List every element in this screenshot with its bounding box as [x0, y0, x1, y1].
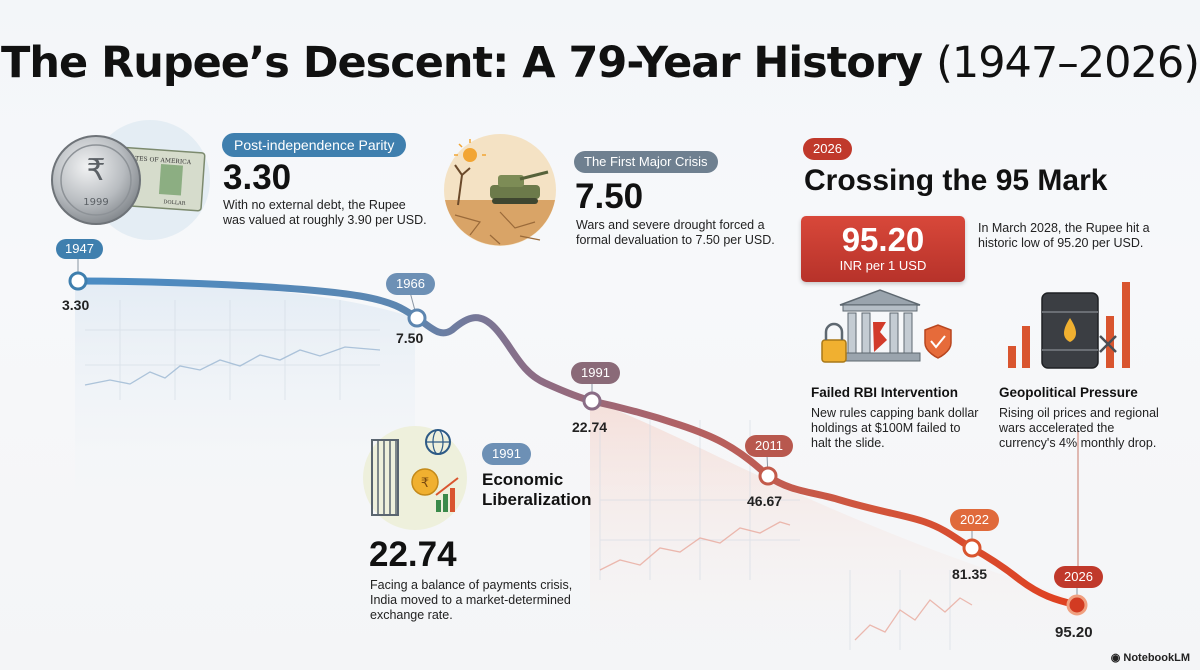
oil-barrel-illustration	[1008, 282, 1130, 369]
latest-value-box: 95.20 INR per 1 USD	[801, 216, 965, 282]
area-blue	[75, 282, 415, 520]
point-markers	[68, 271, 1088, 616]
rbi-desc: New rules capping bank dollar holdings a…	[811, 406, 978, 451]
brand-icon: ◉	[1110, 652, 1124, 664]
geo-desc-line3: currency's 4% monthly drop.	[999, 436, 1157, 450]
coin-year: 1999	[83, 197, 108, 208]
marker-2011	[758, 466, 778, 486]
svg-text:₹: ₹	[421, 476, 429, 491]
parity-desc-line1: With no external debt, the Rupee	[223, 198, 406, 212]
liberalization-heading-line1: Economic	[482, 470, 564, 489]
year-pill-1966: 1966	[386, 273, 435, 295]
bill-small-text: DOLLAR	[163, 199, 186, 207]
crisis-value: 7.50	[575, 177, 644, 216]
value-label-1991: 22.74	[572, 419, 608, 435]
rbi-desc-line2: holdings at $100M failed to	[811, 421, 961, 435]
crisis-desc: Wars and severe drought forced a formal …	[576, 218, 775, 248]
bg-squiggle-2	[599, 521, 791, 571]
parity-desc: With no external debt, the Rupee was val…	[223, 198, 427, 228]
title-main: The Rupee’s Descent: A 79-Year History	[1, 38, 923, 88]
marker-2026	[1066, 594, 1088, 616]
marker-1991	[582, 391, 602, 411]
liberalization-heading: Economic Liberalization	[482, 470, 592, 510]
latest-box-value: 95.20	[841, 221, 925, 258]
year-pill-1991: 1991	[571, 362, 620, 384]
liberalization-badge: 1991	[482, 443, 531, 465]
crisis-desc-line2: formal devaluation to 7.50 per USD.	[576, 233, 775, 247]
geo-desc-line1: Rising oil prices and regional	[999, 406, 1159, 420]
latest-desc-line2: historic low of 95.20 per USD.	[978, 236, 1144, 250]
value-label-2022: 81.35	[952, 566, 988, 582]
latest-heading: Crossing the 95 Mark	[804, 164, 1108, 197]
rbi-heading: Failed RBI Intervention	[811, 385, 959, 400]
year-pill-1947: 1947	[56, 239, 103, 259]
crisis-badge: The First Major Crisis	[574, 151, 718, 173]
geo-heading: Geopolitical Pressure	[999, 385, 1138, 400]
marker-1966	[407, 308, 427, 328]
marker-stems	[77, 258, 1079, 605]
svg-text:₹: ₹	[86, 153, 105, 188]
value-label-2011: 46.67	[747, 493, 783, 509]
year-pill-2022: 2022	[950, 509, 999, 531]
value-label-1966: 7.50	[396, 330, 424, 346]
marker-2022	[962, 538, 982, 558]
grid	[85, 300, 951, 650]
liberalization-desc-line1: Facing a balance of payments crisis,	[370, 578, 573, 592]
liberalization-desc-line3: exchange rate.	[370, 608, 453, 622]
liberalization-desc: Facing a balance of payments crisis, Ind…	[370, 578, 572, 623]
brand-text: NotebookLM	[1123, 652, 1190, 664]
descent-line	[74, 277, 1081, 609]
parity-desc-line2: was valued at roughly 3.90 per USD.	[223, 213, 427, 227]
area-red	[590, 400, 1080, 660]
marker-1947	[68, 271, 88, 291]
title-range: (1947–2026)	[936, 38, 1200, 88]
liberalization-value: 22.74	[369, 535, 457, 574]
bank-illustration	[821, 289, 952, 363]
liberalization-heading-line2: Liberalization	[482, 490, 592, 509]
latest-box-unit: INR per 1 USD	[839, 258, 927, 273]
year-pill-2011: 2011	[745, 435, 793, 457]
parity-badge: Post-independence Parity	[222, 133, 407, 157]
crisis-desc-line1: Wars and severe drought forced a	[576, 218, 765, 232]
rbi-desc-line3: halt the slide.	[811, 436, 885, 450]
bill-text: STATES OF AMERICA	[123, 154, 192, 166]
geo-desc: Rising oil prices and regional wars acce…	[999, 406, 1159, 451]
liberalization-desc-line2: India moved to a market-determined	[370, 593, 571, 607]
coin-bill-illustration: STATES OF AMERICA DOLLAR ₹ 1999	[51, 120, 210, 240]
bg-squiggle-1	[84, 346, 381, 386]
page-title: The Rupee’s Descent: A 79-Year History (…	[0, 38, 1200, 88]
brand-label: ◉ NotebookLM	[1111, 651, 1190, 664]
geo-desc-line2: wars accelerated the	[999, 421, 1115, 435]
gate-illustration: ₹	[363, 426, 467, 530]
latest-desc-line1: In March 2028, the Rupee hit a	[978, 221, 1150, 235]
value-label-2026: 95.20	[1055, 624, 1093, 641]
parity-value: 3.30	[223, 158, 292, 197]
bg-squiggle-3	[854, 597, 973, 641]
latest-year-badge: 2026	[803, 138, 852, 160]
latest-desc: In March 2028, the Rupee hit a historic …	[978, 221, 1150, 251]
drought-tank-illustration	[444, 134, 556, 246]
year-pill-2026: 2026	[1054, 566, 1103, 588]
rbi-desc-line1: New rules capping bank dollar	[811, 406, 979, 420]
value-label-1947: 3.30	[62, 297, 90, 313]
